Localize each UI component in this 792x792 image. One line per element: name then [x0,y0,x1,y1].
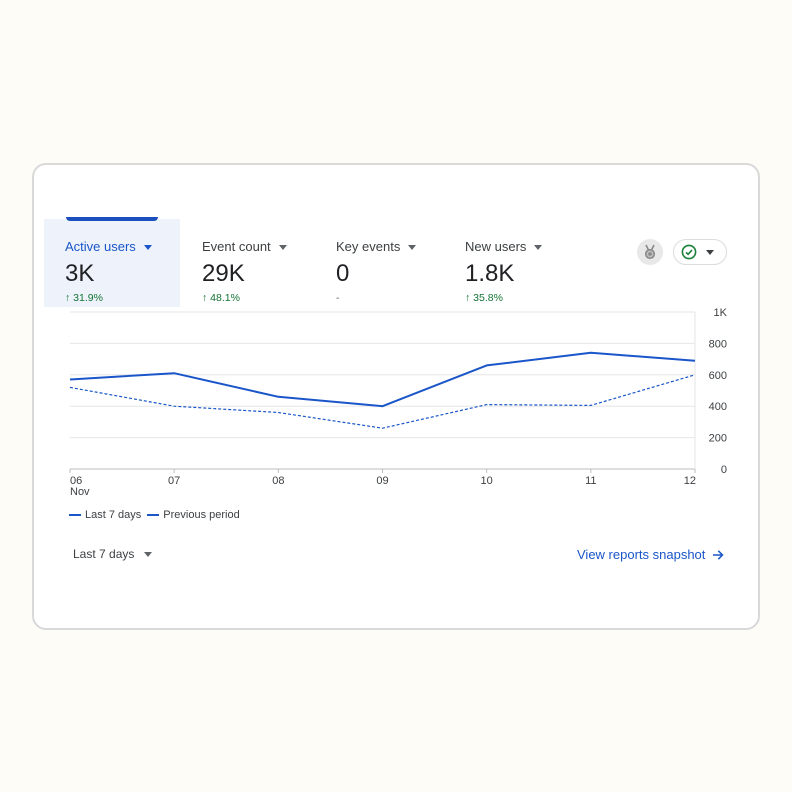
solid-line-swatch [69,514,81,516]
y-tick-label: 200 [709,433,727,445]
y-tick-label: 800 [709,338,727,350]
metric-delta: ↑ 31.9% [65,292,103,304]
tab-active-users[interactable]: Active users 3K ↑ 31.9% [44,217,180,307]
series-line-last-7-days [69,351,696,408]
x-tick-label: 09 [376,475,388,487]
caret-down-icon[interactable] [278,244,287,250]
check-circle-icon [681,244,697,260]
metric-value: 3K [65,260,95,287]
metric-tabs: Active users 3K ↑ 31.9% Event count 29K … [44,217,564,307]
y-tick-label: 1K [714,307,728,319]
arrow-right-icon [713,549,724,560]
medal-button[interactable] [637,239,663,265]
caret-down-icon [706,250,714,255]
metric-label: Key events [336,239,401,254]
y-tick-label: 600 [709,370,727,382]
metric-label: New users [465,239,527,254]
caret-down-icon[interactable] [408,244,417,250]
metric-delta: ↑ 35.8% [465,292,503,304]
y-tick-label: 0 [721,464,727,476]
metric-value: 1.8K [465,260,515,287]
series-line-previous-period [69,374,696,429]
x-tick-label: 12 [684,475,696,487]
metric-value: 29K [202,260,245,287]
metric-delta: ↑ 48.1% [202,292,240,304]
metric-delta: - [336,292,340,304]
legend-label: Last 7 days [85,509,142,521]
metric-label: Active users [65,239,136,254]
x-tick-label: 07 [168,475,180,487]
metric-label: Event count [202,239,271,254]
date-range-dropdown[interactable]: Last 7 days [73,547,153,561]
chart-legend: Last 7 days Previous period [69,509,246,521]
tab-key-events[interactable]: Key events 0 - [315,219,443,307]
legend-label: Previous period [163,509,240,521]
caret-down-icon[interactable] [534,244,543,250]
medal-icon [644,244,656,260]
tab-event-count[interactable]: Event count 29K ↑ 48.1% [181,219,311,307]
y-tick-label: 400 [709,401,727,413]
dashed-line-swatch [147,514,160,516]
status-dropdown[interactable] [673,239,727,265]
view-reports-snapshot-link[interactable]: View reports snapshot [577,547,724,562]
active-tab-indicator [66,217,158,221]
x-tick-label: 06 [70,475,82,487]
x-tick-label: 10 [481,475,493,487]
date-range-label: Last 7 days [73,547,135,561]
tab-new-users[interactable]: New users 1.8K ↑ 35.8% [444,219,564,307]
snapshot-link-label: View reports snapshot [577,547,706,562]
x-month-label: Nov [70,486,90,498]
metric-value: 0 [336,260,350,287]
caret-down-icon[interactable] [143,244,152,250]
caret-down-icon [144,552,153,557]
legend-item: Previous period [147,509,240,521]
x-tick-label: 11 [585,475,596,487]
legend-item: Last 7 days [69,509,141,521]
x-tick-label: 08 [272,475,284,487]
